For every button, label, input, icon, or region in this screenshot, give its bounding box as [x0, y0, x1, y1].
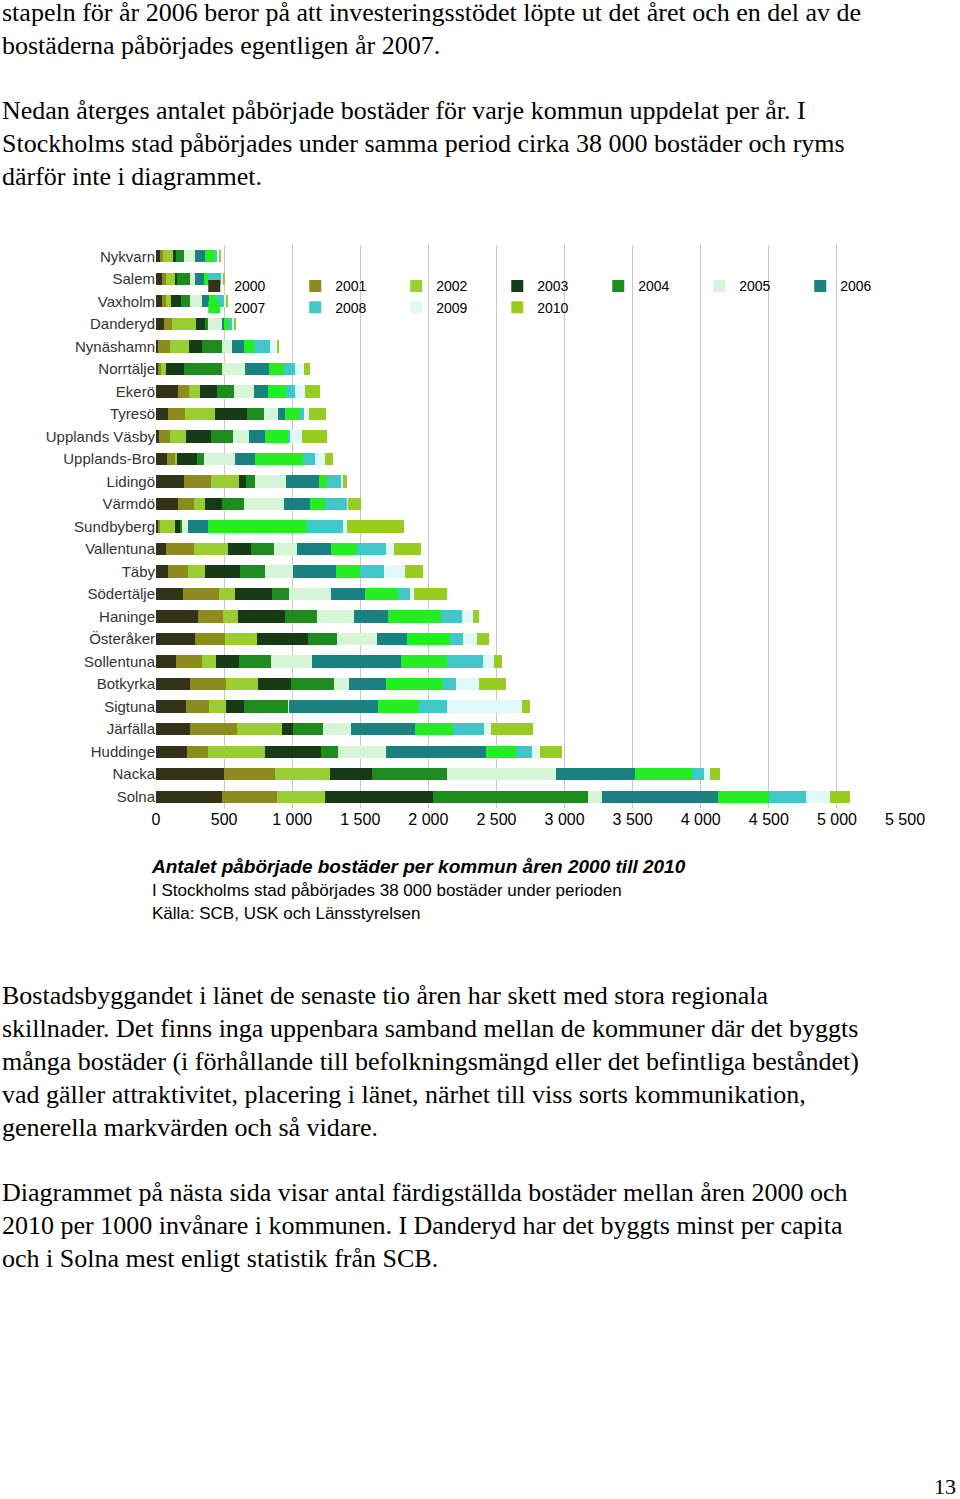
- svg-text:Österåker: Österåker: [89, 630, 155, 647]
- svg-text:3 000: 3 000: [545, 811, 585, 828]
- svg-text:1 500: 1 500: [340, 811, 380, 828]
- svg-text:2007: 2007: [234, 300, 265, 316]
- svg-text:Vallentuna: Vallentuna: [85, 540, 155, 557]
- html-text:generella markvärden och så vi: generella markvärden och så vidare.: [2, 1113, 379, 1142]
- svg-text:2001: 2001: [335, 278, 366, 294]
- svg-text:Solna: Solna: [117, 788, 156, 805]
- svg-text:500: 500: [211, 811, 238, 828]
- svg-text:0: 0: [152, 811, 161, 828]
- svg-text:Nykvarn: Nykvarn: [100, 248, 155, 265]
- svg-text:5 500: 5 500: [885, 811, 925, 828]
- svg-text:4 000: 4 000: [681, 811, 721, 828]
- html-text:många bostäder (i förhållande: många bostäder (i förhållande till befol…: [2, 1047, 859, 1076]
- html-text:Stockholms stad påbörjades und: Stockholms stad påbörjades under samma p…: [2, 129, 845, 158]
- html-text:Källa: SCB, USK och Länsstyrel: Källa: SCB, USK och Länsstyrelsen: [152, 904, 421, 923]
- html-text:2010 per 1000 invånare i kommu: 2010 per 1000 invånare i kommunen. I Dan…: [2, 1211, 843, 1240]
- svg-text:Tyresö: Tyresö: [110, 405, 155, 422]
- svg-text:Danderyd: Danderyd: [90, 315, 155, 332]
- svg-text:Nacka: Nacka: [112, 765, 155, 782]
- svg-text:Lidingö: Lidingö: [107, 473, 155, 490]
- svg-text:Salem: Salem: [112, 270, 155, 287]
- svg-text:2 000: 2 000: [408, 811, 448, 828]
- html-text:I Stockholms stad påbörjades 3: I Stockholms stad påbörjades 38 000 bost…: [152, 881, 622, 900]
- svg-text:Värmdö: Värmdö: [102, 495, 155, 512]
- html-text:därför inte i diagrammet.: därför inte i diagrammet.: [2, 162, 262, 191]
- svg-text:2 500: 2 500: [476, 811, 516, 828]
- svg-text:Järfälla: Järfälla: [107, 720, 156, 737]
- svg-text:Nynäshamn: Nynäshamn: [75, 338, 155, 355]
- html-text:vad gäller attraktivitet, plac: vad gäller attraktivitet, placering i lä…: [2, 1080, 806, 1109]
- svg-text:3 500: 3 500: [613, 811, 653, 828]
- svg-text:Botkyrka: Botkyrka: [97, 675, 156, 692]
- svg-text:Norrtälje: Norrtälje: [98, 360, 155, 377]
- svg-text:2005: 2005: [739, 278, 770, 294]
- svg-text:Haninge: Haninge: [99, 608, 155, 625]
- svg-text:Upplands Väsby: Upplands Väsby: [46, 428, 156, 445]
- svg-text:2002: 2002: [436, 278, 467, 294]
- svg-text:Täby: Täby: [122, 563, 156, 580]
- svg-text:Sundbyberg: Sundbyberg: [74, 518, 155, 535]
- svg-text:2010: 2010: [537, 300, 568, 316]
- html-text:och i Solna mest enligt statis: och i Solna mest enligt statistik från S…: [2, 1244, 439, 1273]
- svg-text:Södertälje: Södertälje: [87, 585, 155, 602]
- html-text:bostäderna påbörjades egentlig: bostäderna påbörjades egentligen år 2007…: [2, 31, 441, 60]
- svg-text:Huddinge: Huddinge: [91, 743, 155, 760]
- svg-text:Sollentuna: Sollentuna: [84, 653, 156, 670]
- svg-text:Vaxholm: Vaxholm: [98, 293, 155, 310]
- html-text:Bostadsbyggandet i länet de se: Bostadsbyggandet i länet de senaste tio …: [2, 981, 768, 1010]
- svg-text:5 000: 5 000: [817, 811, 857, 828]
- svg-text:2006: 2006: [840, 278, 871, 294]
- svg-text:Sigtuna: Sigtuna: [104, 698, 156, 715]
- html-text:skillnader. Det finns inga upp: skillnader. Det finns inga uppenbara sam…: [2, 1014, 859, 1043]
- html-text:Nedan återges antalet påbörjad: Nedan återges antalet påbörjade bostäder…: [2, 96, 806, 125]
- svg-text:2009: 2009: [436, 300, 467, 316]
- html-text:Diagrammet på nästa sida visar: Diagrammet på nästa sida visar antal fär…: [2, 1178, 848, 1207]
- svg-text:2000: 2000: [234, 278, 265, 294]
- svg-text:2003: 2003: [537, 278, 568, 294]
- svg-text:4 500: 4 500: [749, 811, 789, 828]
- svg-text:Ekerö: Ekerö: [116, 383, 155, 400]
- svg-text:2004: 2004: [638, 278, 669, 294]
- html-text:Antalet påbörjade bostäder per: Antalet påbörjade bostäder per kommun år…: [152, 856, 686, 877]
- svg-text:1 000: 1 000: [272, 811, 312, 828]
- svg-text:2008: 2008: [335, 300, 366, 316]
- svg-text:Upplands-Bro: Upplands-Bro: [63, 450, 155, 467]
- html-text:13: 13: [934, 1474, 956, 1499]
